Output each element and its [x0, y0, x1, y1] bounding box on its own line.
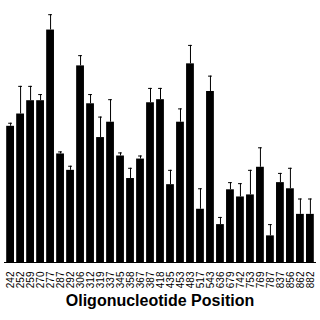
html-text:Oligonucleotide Position: Oligonucleotide Position	[65, 292, 255, 309]
svg-text:787: 787	[264, 271, 276, 289]
svg-text:435: 435	[164, 271, 176, 289]
svg-text:337: 337	[104, 271, 116, 289]
svg-text:252: 252	[14, 271, 26, 289]
svg-text:837: 837	[274, 271, 286, 289]
svg-text:636: 636	[214, 271, 226, 289]
svg-text:358: 358	[124, 271, 136, 289]
svg-text:418: 418	[154, 271, 166, 289]
svg-text:259: 259	[24, 271, 36, 289]
svg-text:742: 742	[234, 271, 246, 289]
svg-text:319: 319	[94, 271, 106, 289]
svg-text:862: 862	[294, 271, 306, 289]
svg-text:483: 483	[184, 271, 196, 289]
svg-text:517: 517	[194, 271, 206, 289]
svg-text:345: 345	[114, 271, 126, 289]
svg-text:270: 270	[34, 271, 46, 289]
svg-text:387: 387	[144, 271, 156, 289]
svg-text:769: 769	[254, 271, 266, 289]
svg-text:367: 367	[134, 271, 146, 289]
svg-text:856: 856	[284, 271, 296, 289]
svg-text:292: 292	[64, 271, 76, 289]
svg-text:453: 453	[174, 271, 186, 289]
svg-text:277: 277	[44, 271, 56, 289]
svg-text:242: 242	[4, 271, 16, 289]
svg-text:679: 679	[224, 271, 236, 289]
svg-text:543: 543	[204, 271, 216, 289]
svg-text:753: 753	[244, 271, 256, 289]
svg-text:306: 306	[74, 271, 86, 289]
svg-text:287: 287	[54, 271, 66, 289]
svg-text:882: 882	[305, 271, 316, 288]
svg-text:312: 312	[84, 271, 96, 289]
